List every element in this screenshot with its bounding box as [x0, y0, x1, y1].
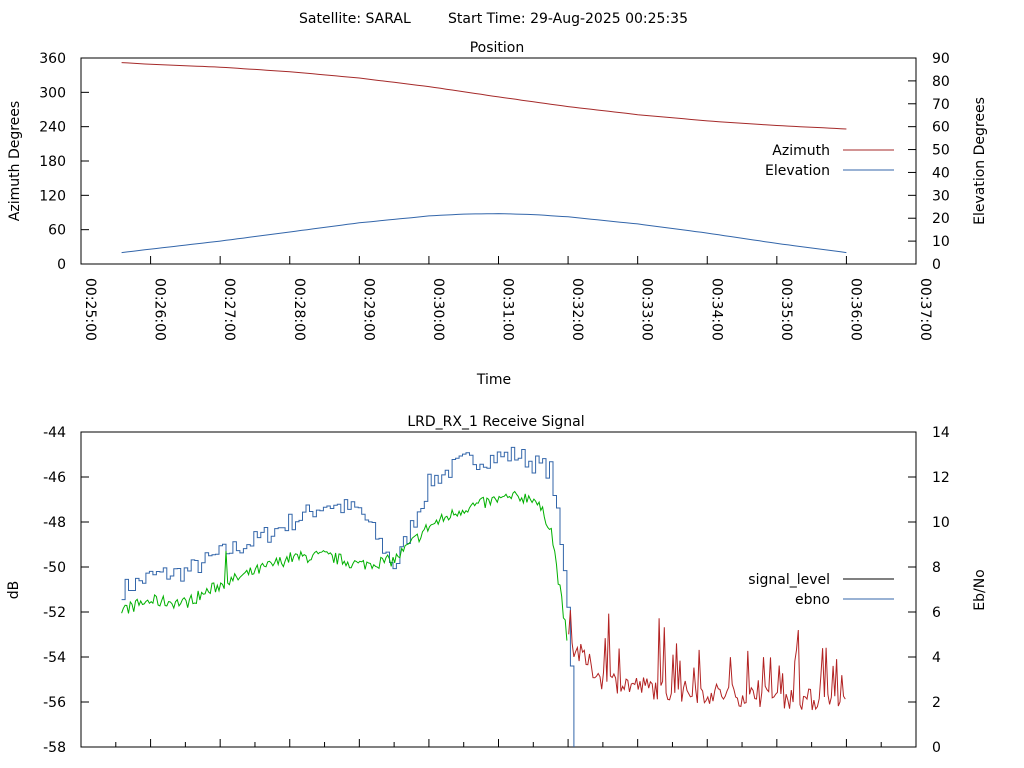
position-xtick-label: 00:31:00: [500, 278, 516, 341]
signal-y2tick-label: 2: [932, 695, 941, 711]
position-ytick-label: 360: [39, 51, 66, 67]
position-ytick-label: 0: [57, 257, 66, 273]
position-plot-frame: [80, 57, 917, 265]
signal-series-signal-level-line: [121, 490, 568, 641]
header-satellite: Satellite: SARAL: [299, 11, 411, 27]
position-legend-label-azimuth: Azimuth: [772, 143, 830, 159]
position-y2tick-label: 0: [932, 257, 941, 273]
position-xtick-label: 00:28:00: [291, 278, 307, 341]
signal-y2tick-label: 8: [932, 560, 941, 576]
signal-ytick-label: -50: [43, 560, 66, 576]
position-xtick-label: 00:37:00: [917, 278, 933, 341]
position-ytick-label: 120: [39, 188, 66, 204]
position-y2tick-label: 10: [932, 234, 950, 250]
position-xtick-label: 00:32:00: [569, 278, 585, 341]
position-y2tick-label: 60: [932, 120, 950, 136]
signal-legend-label-ebno: ebno: [795, 592, 830, 608]
receive-signal-chart: LRD_RX_1 Receive Signal dB Eb/No -44 -46 -…: [6, 414, 988, 756]
position-y2tick-label: 30: [932, 188, 950, 204]
position-ytick-label: 240: [39, 120, 66, 136]
position-y2tick-label: 80: [932, 74, 950, 90]
signal-y2tick-label: 12: [932, 470, 950, 486]
position-xtick-label: 00:35:00: [778, 278, 794, 341]
receive-signal-chart-y2label: Eb/No: [972, 569, 988, 611]
signal-ytick-label: -44: [43, 425, 66, 441]
position-xtick-label: 00:34:00: [708, 278, 724, 341]
signal-ytick-label: -48: [43, 515, 66, 531]
signal-ytick-label: -56: [43, 695, 66, 711]
position-y2tick-label: 40: [932, 165, 950, 181]
position-chart-y2label: Elevation Degrees: [972, 97, 988, 225]
signal-ytick-label: -58: [43, 740, 66, 756]
position-chart-title: Position: [470, 40, 525, 56]
signal-legend-label-signal-level: signal_level: [748, 572, 830, 588]
position-ytick-label: 180: [39, 154, 66, 170]
position-xtick-label: 00:36:00: [847, 278, 863, 341]
position-y2tick-label: 20: [932, 211, 950, 227]
position-xtick-label: 00:26:00: [152, 278, 168, 341]
signal-ytick-label: -46: [43, 470, 66, 486]
position-y2tick-label: 70: [932, 97, 950, 113]
position-chart: Position Azimuth Degrees Elevation Degre…: [7, 40, 988, 388]
signal-y2tick-label: 14: [932, 425, 950, 441]
signal-ytick-label: -54: [43, 650, 66, 666]
signal-y2tick-label: 4: [932, 650, 941, 666]
position-xtick-label: 00:25:00: [82, 278, 98, 341]
position-xtick-label: 00:30:00: [430, 278, 446, 341]
position-xtick-label: 00:33:00: [639, 278, 655, 341]
position-series-elevation-line: [121, 213, 847, 254]
receive-signal-chart-ylabel: dB: [6, 581, 22, 600]
header-start-time: Start Time: 29-Aug-2025 00:25:35: [448, 11, 688, 27]
signal-y2tick-label: 10: [932, 515, 950, 531]
signal-series-signal-level-lost-line: [568, 610, 846, 711]
signal-y2tick-label: 0: [932, 740, 941, 756]
signal-series-ebno-line: [121, 446, 575, 747]
position-xtick-label: 00:27:00: [221, 278, 237, 341]
position-ytick-label: 60: [48, 223, 66, 239]
position-chart-ylabel: Azimuth Degrees: [7, 101, 23, 221]
position-y2tick-label: 90: [932, 51, 950, 67]
position-ytick-label: 300: [39, 85, 66, 101]
position-y2tick-label: 50: [932, 143, 950, 159]
position-series-azimuth-line: [121, 62, 847, 130]
receive-signal-chart-title: LRD_RX_1 Receive Signal: [407, 414, 584, 430]
signal-y2tick-label: 6: [932, 605, 941, 621]
signal-ytick-label: -52: [43, 605, 66, 621]
position-xtick-label: 00:29:00: [360, 278, 376, 341]
position-legend-label-elevation: Elevation: [765, 163, 830, 179]
position-chart-xlabel: Time: [476, 372, 511, 388]
